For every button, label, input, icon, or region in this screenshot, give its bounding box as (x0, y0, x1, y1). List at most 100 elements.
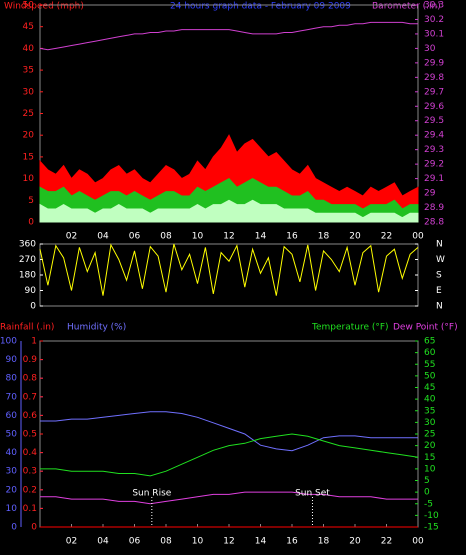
temperature-label: Temperature (°F) (311, 323, 389, 333)
x-tick-label: 20 (349, 232, 361, 242)
y-tick-label: 25 (23, 109, 34, 119)
y-tick-label: 30 (23, 87, 35, 97)
y2-tick-label: 29.9 (424, 58, 444, 68)
x-tick-label: 00 (412, 537, 424, 547)
y2-tick-label: 65 (424, 337, 435, 347)
x-tick-label: 06 (129, 232, 141, 242)
y3-tick-label: 0.1 (23, 504, 37, 514)
y3-tick-label: 0.3 (23, 467, 37, 477)
x-tick-label: 16 (286, 537, 298, 547)
y2-tick-label: 40 (424, 395, 436, 405)
x-tick-label: 12 (223, 232, 234, 242)
y-tick-label: 45 (23, 22, 34, 32)
y-tick-label: 0 (28, 218, 34, 228)
x-tick-label: 04 (97, 537, 109, 547)
y-tick-label: 30 (6, 467, 18, 477)
y-tick-label: 90 (25, 286, 37, 296)
y2-tick-label: 29.3 (424, 145, 444, 155)
y3-tick-label: 0.4 (23, 448, 38, 458)
x-tick-label: 08 (160, 537, 172, 547)
line (40, 433, 419, 477)
y-tick-label: 60 (6, 411, 18, 421)
x-tick-label: 20 (349, 537, 361, 547)
y-tick-label: 20 (23, 131, 35, 141)
x-tick-label: 12 (223, 537, 234, 547)
humidity-label: Humidity (%) (67, 323, 126, 333)
line (40, 411, 418, 452)
y2-tick-label: 0 (424, 488, 430, 498)
y3-tick-label: 0 (31, 523, 37, 533)
y2-tick-label: 30 (424, 418, 436, 428)
y3-tick-label: 0.5 (23, 430, 37, 440)
chart-title: 24 hours graph data - February 09 2009 (170, 2, 351, 12)
y-tick-label: 35 (23, 66, 34, 76)
y2-tick-label: S (436, 271, 442, 281)
y2-tick-label: 50 (424, 371, 436, 381)
y-tick-label: 40 (23, 44, 35, 54)
y2-tick-label: 60 (424, 348, 436, 358)
y2-tick-label: -15 (424, 523, 439, 533)
x-tick-label: 02 (66, 537, 77, 547)
y2-tick-label: 25 (424, 430, 435, 440)
y2-tick-label: 30.3 (424, 1, 444, 11)
y-tick-label: 20 (6, 485, 18, 495)
y2-tick-label: 45 (424, 383, 435, 393)
x-tick-label: 22 (381, 232, 392, 242)
x-tick-label: 00 (412, 232, 424, 242)
y2-tick-label: N (436, 302, 443, 312)
annotation: Sun Set (295, 489, 330, 499)
y2-tick-label: 15 (424, 453, 435, 463)
y-tick-label: 100 (0, 337, 17, 347)
y-tick-label: 10 (23, 174, 35, 184)
x-tick-label: 02 (66, 232, 77, 242)
y2-tick-label: -10 (424, 511, 439, 521)
y2-tick-label: 30 (424, 44, 436, 54)
y2-tick-label: 28.9 (424, 203, 444, 213)
x-tick-label: 14 (255, 232, 267, 242)
y-tick-label: 50 (23, 1, 35, 11)
y2-tick-label: 29.2 (424, 160, 444, 170)
barometer-label: Barometer (.in) (372, 2, 441, 12)
y2-tick-label: 30.1 (424, 29, 444, 39)
y-tick-label: 50 (6, 430, 18, 440)
line (39, 21, 418, 51)
x-tick-label: 22 (381, 537, 392, 547)
y2-tick-label: 55 (424, 360, 435, 370)
x-tick-label: 18 (318, 232, 330, 242)
y2-tick-label: 10 (424, 464, 436, 474)
y-tick-label: 40 (6, 448, 18, 458)
x-tick-label: 10 (192, 232, 204, 242)
y3-tick-label: 0.9 (23, 355, 38, 365)
y-tick-label: 0 (30, 302, 36, 312)
y2-tick-label: 29.6 (424, 102, 444, 112)
x-tick-label: 16 (286, 232, 298, 242)
y2-tick-label: 29.8 (424, 73, 444, 83)
y2-tick-label: N (436, 240, 443, 250)
y2-tick-label: 20 (424, 441, 436, 451)
y3-tick-label: 0.7 (23, 392, 37, 402)
x-tick-label: 14 (255, 537, 267, 547)
x-tick-label: 10 (192, 537, 204, 547)
y2-tick-label: E (436, 286, 442, 296)
y3-tick-label: 0.8 (23, 374, 38, 384)
y-tick-label: 10 (6, 504, 18, 514)
y2-tick-label: 29.7 (424, 87, 444, 97)
y2-tick-label: -5 (424, 499, 433, 509)
y2-tick-label: W (436, 255, 445, 265)
x-tick-label: 18 (318, 537, 330, 547)
line (39, 243, 419, 296)
y-tick-label: 0 (11, 523, 17, 533)
dewpoint-label: Dew Point (°F) (393, 323, 458, 333)
y-tick-label: 360 (19, 240, 36, 250)
y-tick-label: 180 (19, 271, 36, 281)
x-tick-label: 06 (129, 537, 141, 547)
y-tick-label: 5 (28, 196, 34, 206)
y2-tick-label: 29.5 (424, 116, 444, 126)
y3-tick-label: 0.6 (23, 411, 38, 421)
line (40, 491, 418, 505)
y2-tick-label: 28.8 (424, 218, 444, 228)
y2-tick-label: 29.4 (424, 131, 444, 141)
y-tick-label: 90 (6, 355, 18, 365)
